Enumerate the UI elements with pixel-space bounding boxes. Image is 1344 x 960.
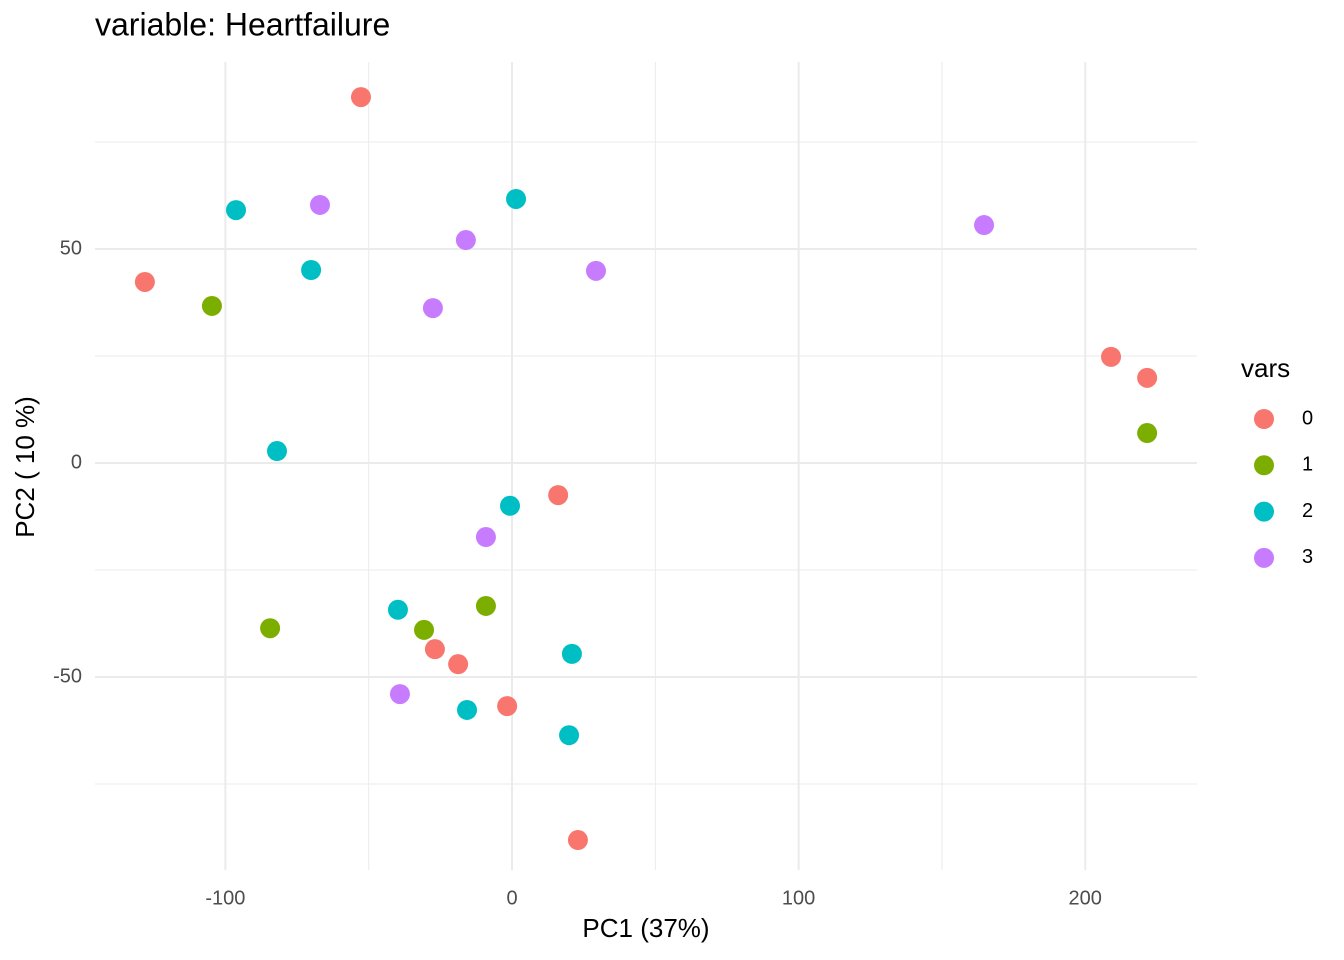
legend-title: vars — [1241, 353, 1290, 383]
legend-swatch — [1254, 501, 1274, 522]
point — [424, 639, 445, 660]
legend-swatch — [1254, 547, 1274, 568]
y-axis-label: PC2 ( 10 %) — [10, 396, 40, 538]
point — [134, 271, 155, 292]
point — [475, 527, 496, 548]
legend-label: 3 — [1302, 546, 1313, 568]
point — [350, 87, 371, 108]
legend-label: 0 — [1302, 407, 1313, 429]
point — [266, 441, 287, 462]
point — [389, 684, 410, 705]
point — [226, 200, 247, 221]
point — [455, 230, 476, 251]
point — [457, 699, 478, 720]
legend-label: 2 — [1302, 500, 1313, 522]
point — [974, 215, 995, 236]
point — [567, 830, 588, 851]
point — [387, 599, 408, 620]
x-tick-label: 100 — [782, 887, 815, 909]
point — [497, 696, 518, 717]
y-tick-label: 50 — [60, 237, 82, 259]
point — [506, 188, 527, 209]
point — [201, 295, 222, 316]
point — [260, 618, 281, 639]
grid — [95, 62, 1197, 870]
chart-title: variable: Heartfailure — [95, 6, 390, 42]
legend-swatch — [1254, 455, 1274, 476]
point — [561, 643, 582, 664]
x-tick-label: -100 — [205, 887, 245, 909]
point — [414, 619, 435, 640]
point — [559, 725, 580, 746]
point — [1137, 423, 1158, 444]
point — [309, 194, 330, 215]
x-tick-label: 200 — [1069, 887, 1102, 909]
point — [301, 259, 322, 280]
point — [585, 260, 606, 281]
point — [1101, 346, 1122, 367]
legend-label: 1 — [1302, 454, 1313, 476]
y-tick-label: -50 — [53, 665, 82, 687]
x-tick-label: 0 — [506, 887, 517, 909]
point — [548, 485, 569, 506]
point — [475, 595, 496, 616]
legend-swatch — [1254, 409, 1274, 429]
point — [1137, 367, 1158, 388]
point — [422, 298, 443, 319]
y-tick-label: 0 — [71, 451, 82, 473]
point — [500, 495, 521, 516]
x-axis-label: PC1 (37%) — [582, 913, 709, 943]
point — [448, 654, 469, 675]
